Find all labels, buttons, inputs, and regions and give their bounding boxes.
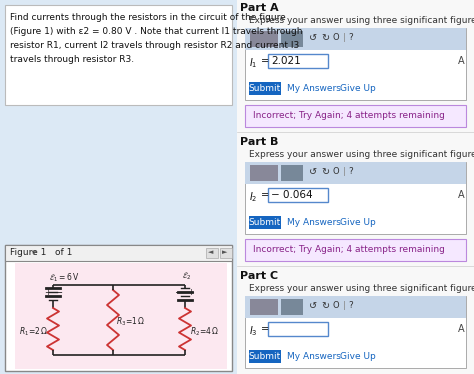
Text: ↻: ↻ [321, 167, 329, 177]
Bar [249, 350, 281, 363]
Bar [245, 28, 466, 50]
Text: $I_1$: $I_1$ [249, 56, 257, 70]
Text: $\mathcal{E}_1=6\,\mathrm{V}$: $\mathcal{E}_1=6\,\mathrm{V}$ [49, 271, 80, 283]
Bar [245, 239, 466, 261]
Bar [250, 299, 278, 315]
Text: A: A [458, 56, 465, 66]
Bar [245, 296, 466, 318]
Bar [281, 165, 303, 181]
Text: ?: ? [348, 33, 353, 42]
Text: O: O [333, 167, 340, 176]
Text: $\mathcal{E}_2$: $\mathcal{E}_2$ [182, 271, 191, 282]
Text: ►: ► [222, 249, 228, 255]
Bar [15, 263, 227, 369]
Text: Part A: Part A [240, 3, 279, 13]
Bar [250, 31, 278, 47]
Bar [249, 82, 281, 95]
Text: Part B: Part B [240, 137, 278, 147]
Bar [268, 54, 328, 68]
Text: resistor R1, current I2 travels through resistor R2 and current I3: resistor R1, current I2 travels through … [10, 41, 299, 50]
Text: My Answers: My Answers [287, 218, 341, 227]
Text: $I_2$: $I_2$ [249, 190, 257, 204]
Text: =: = [261, 56, 269, 66]
Bar [245, 296, 466, 368]
Text: Submit: Submit [249, 218, 281, 227]
Text: Figure 1: Figure 1 [10, 248, 46, 257]
Text: =: = [261, 190, 269, 200]
Bar [249, 216, 281, 229]
Text: Part C: Part C [240, 271, 278, 281]
Bar [245, 162, 466, 184]
Text: =: = [261, 324, 269, 334]
Bar [245, 28, 466, 100]
Text: Give Up: Give Up [340, 218, 376, 227]
Bar [5, 245, 232, 371]
Text: ÷: ÷ [10, 248, 38, 257]
Text: ↻: ↻ [321, 33, 329, 43]
Text: − 0.064: − 0.064 [271, 190, 313, 200]
Bar [220, 248, 232, 258]
Bar [237, 0, 474, 374]
Text: (Figure 1) with ε2 = 0.80 V . Note that current I1 travels through: (Figure 1) with ε2 = 0.80 V . Note that … [10, 27, 302, 36]
Text: Give Up: Give Up [340, 352, 376, 361]
Text: |: | [343, 167, 346, 176]
Bar [5, 5, 232, 105]
Text: $R_2\!=\!4\,\Omega$: $R_2\!=\!4\,\Omega$ [190, 325, 219, 337]
Text: −: − [55, 288, 63, 298]
Text: +: + [187, 288, 194, 297]
Bar [281, 31, 303, 47]
Bar [268, 188, 328, 202]
Text: O: O [333, 33, 340, 42]
Bar [206, 248, 218, 258]
Text: ?: ? [348, 301, 353, 310]
Bar [5, 245, 232, 261]
Text: Incorrect; Try Again; 4 attempts remaining: Incorrect; Try Again; 4 attempts remaini… [253, 111, 445, 120]
Text: |: | [343, 301, 346, 310]
Text: A: A [458, 190, 465, 200]
Text: Give Up: Give Up [340, 84, 376, 93]
Text: Express your answer using three significant figures.: Express your answer using three signific… [249, 16, 474, 25]
Text: Submit: Submit [249, 352, 281, 361]
Text: Express your answer using three significant figures.: Express your answer using three signific… [249, 284, 474, 293]
Bar [250, 165, 278, 181]
Text: 2.021: 2.021 [271, 56, 301, 66]
Text: A: A [458, 324, 465, 334]
Text: ◄: ◄ [208, 249, 213, 255]
Bar [245, 162, 466, 234]
Text: ↺: ↺ [309, 33, 317, 43]
Text: $R_3\!=\!1\,\Omega$: $R_3\!=\!1\,\Omega$ [116, 316, 146, 328]
Text: ?: ? [348, 167, 353, 176]
Bar [245, 105, 466, 127]
Text: My Answers: My Answers [287, 84, 341, 93]
Text: ↺: ↺ [309, 167, 317, 177]
Bar [268, 322, 328, 336]
Bar [0, 0, 237, 374]
Text: +: + [44, 288, 51, 297]
Bar [281, 299, 303, 315]
Text: $I_3$: $I_3$ [249, 324, 258, 338]
Text: O: O [333, 301, 340, 310]
Text: −: − [175, 288, 183, 298]
Text: Incorrect; Try Again; 4 attempts remaining: Incorrect; Try Again; 4 attempts remaini… [253, 245, 445, 254]
Text: Find currents through the resistors in the circuit of the figure: Find currents through the resistors in t… [10, 13, 286, 22]
Text: of 1: of 1 [55, 248, 73, 257]
Text: ↺: ↺ [309, 301, 317, 311]
Text: Express your answer using three significant figures.: Express your answer using three signific… [249, 150, 474, 159]
Text: travels through resistor R3.: travels through resistor R3. [10, 55, 134, 64]
Text: |: | [343, 33, 346, 42]
Text: My Answers: My Answers [287, 352, 341, 361]
Text: $R_1\!=\!2\,\Omega$: $R_1\!=\!2\,\Omega$ [19, 325, 48, 337]
Text: Submit: Submit [249, 84, 281, 93]
Text: ↻: ↻ [321, 301, 329, 311]
